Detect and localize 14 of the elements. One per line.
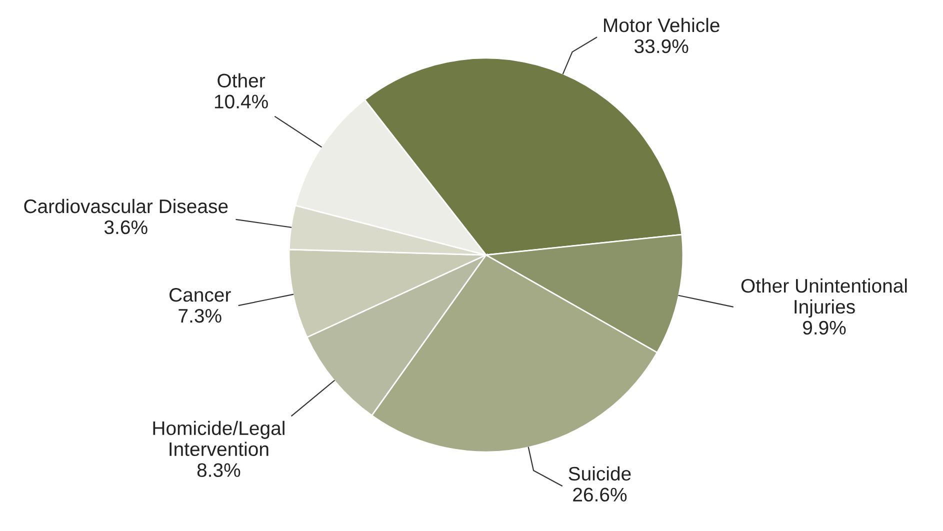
data-label: 26.6% <box>573 488 627 502</box>
data-label: 3.6% <box>104 220 148 234</box>
slice-label: Cardiovascular Disease <box>24 198 228 214</box>
slice-label: Homicide/Legal Intervention <box>153 420 284 456</box>
slice-label: Suicide <box>568 466 631 481</box>
data-label: 10.4% <box>214 94 268 108</box>
slice-label: Motor Vehicle <box>604 18 720 32</box>
slice-label: Other Unintentional Injuries <box>741 278 907 318</box>
slice-label: Other <box>218 73 266 88</box>
data-label: 8.3% <box>197 463 240 477</box>
data-label: 7.3% <box>178 308 222 323</box>
data-label: 9.9% <box>803 320 846 335</box>
data-label: 33.9% <box>634 39 688 54</box>
slice-label: Cancer <box>170 288 231 302</box>
